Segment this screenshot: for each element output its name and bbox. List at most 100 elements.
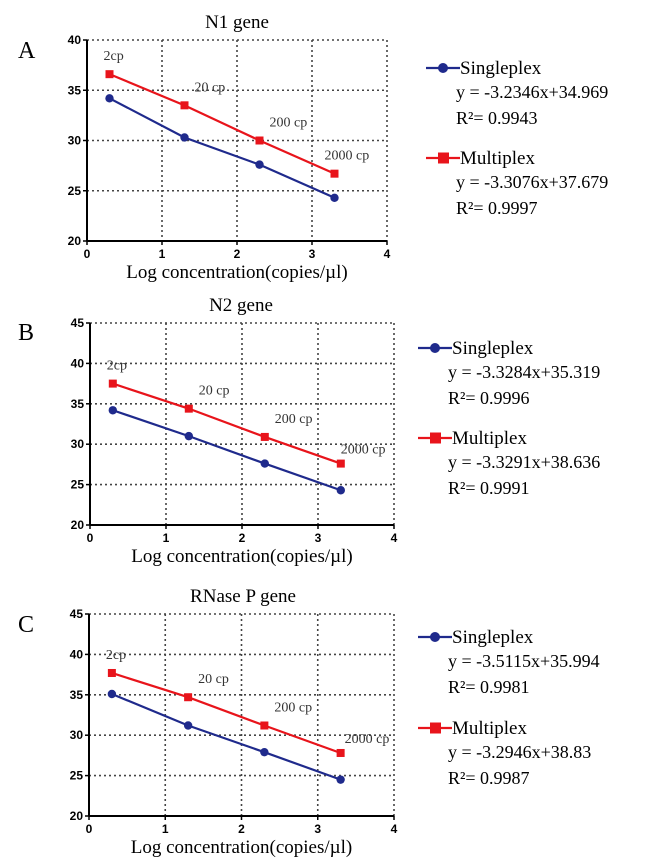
multiplex-point [260, 432, 269, 441]
legend-multiplex: Multiplex y = -3.3076x+37.679 R²= 0.9997 [426, 148, 608, 218]
singleplex-line [112, 409, 342, 492]
singleplex-point [260, 747, 269, 757]
y-tick-label: 45 [71, 316, 85, 330]
legend-swatch-marker [430, 722, 441, 734]
singleplex-point [255, 160, 264, 169]
legend-multiplex: Multiplex y = -3.2946x+38.83 R²= 0.9987 [418, 718, 591, 788]
multiplex-point [255, 136, 264, 145]
legend-swatch-marker [430, 432, 441, 444]
y-tick-label: 25 [70, 769, 84, 783]
multiplex-point [107, 668, 116, 677]
singleplex-point [184, 431, 193, 441]
x-tick-label: 1 [162, 822, 169, 836]
singleplex-point [336, 486, 345, 495]
panel-label: C [18, 612, 34, 638]
x-tick-label: 0 [84, 247, 91, 261]
x-tick-label: 0 [86, 822, 93, 836]
legend-multiplex: Multiplex y = -3.3291x+38.636 R²= 0.9991 [418, 428, 600, 498]
singleplex-line [108, 97, 335, 199]
x-tick-label: 3 [314, 822, 321, 836]
y-tick-label: 20 [70, 809, 84, 823]
x-tick-label: 3 [309, 247, 316, 261]
chart-title: N2 gene [209, 295, 273, 316]
legend-equation: y = -3.5115x+35.994 [448, 651, 600, 671]
singleplex-point [330, 193, 339, 202]
y-tick-label: 30 [70, 728, 84, 742]
singleplex-point [260, 459, 269, 468]
chart-panel-b: B N2 gene 0 1 2 3 4 20 25 30 35 40 45 Log concentrati… [18, 295, 600, 567]
point-label: 2cp [106, 648, 126, 663]
singleplex-point [180, 133, 189, 142]
point-label: 2cp [104, 49, 124, 64]
x-tick-label: 2 [239, 531, 246, 545]
legend-equation: y = -3.3284x+35.319 [448, 362, 600, 382]
legend-series-name: Singleplex [452, 627, 534, 648]
x-tick-label: 1 [163, 531, 170, 545]
x-tick-label: 1 [159, 247, 166, 261]
x-tick-label: 2 [234, 247, 241, 261]
x-tick-label: 4 [391, 531, 398, 545]
legend-series-name: Singleplex [452, 338, 534, 359]
legend-swatch-marker [430, 343, 440, 353]
multiplex-point [105, 70, 114, 79]
chart-panel-a: A N1 gene 0 1 2 3 4 20 25 30 35 40 Log concentration… [18, 12, 608, 283]
legend-equation: y = -3.3291x+38.636 [448, 452, 600, 472]
legend-r-squared: R²= 0.9987 [448, 768, 530, 788]
legend-series-name: Multiplex [452, 428, 527, 449]
x-tick-label: 0 [87, 531, 94, 545]
multiplex-line [111, 671, 341, 755]
y-tick-label: 30 [68, 134, 82, 148]
y-tick-label: 40 [71, 356, 85, 370]
y-tick-label: 35 [68, 83, 82, 97]
x-tick-label: 4 [391, 822, 398, 836]
x-tick-label: 2 [238, 822, 245, 836]
point-label: 20 cp [199, 384, 230, 399]
legend-r-squared: R²= 0.9997 [456, 198, 538, 218]
multiplex-point [336, 459, 345, 468]
legend-singleplex: Singleplex y = -3.5115x+35.994 R²= 0.9981 [418, 627, 600, 697]
x-axis-label: Log concentration(copies/µl) [131, 546, 352, 567]
legend-r-squared: R²= 0.9943 [456, 108, 538, 128]
y-tick-label: 30 [71, 437, 85, 451]
x-axis-label: Log concentration(copies/µl) [131, 837, 352, 858]
legend-r-squared: R²= 0.9991 [448, 478, 530, 498]
panel-label: A [18, 38, 36, 64]
multiplex-point [108, 379, 117, 388]
y-tick-label: 20 [68, 234, 82, 248]
legend-equation: y = -3.3076x+37.679 [456, 172, 608, 192]
legend-swatch-marker [438, 152, 449, 164]
legend-swatch-marker [430, 632, 440, 642]
singleplex-point [107, 689, 117, 699]
x-axis-label: Log concentration(copies/µl) [126, 262, 347, 283]
singleplex-point [336, 775, 345, 784]
legend-series-name: Multiplex [452, 718, 527, 739]
legend-swatch-marker [438, 63, 448, 73]
legend-r-squared: R²= 0.9981 [448, 677, 530, 697]
chart-title: RNase P gene [190, 586, 296, 607]
point-label: 20 cp [195, 80, 226, 95]
singleplex-point [183, 721, 193, 730]
point-label: 2cp [107, 359, 127, 374]
y-tick-label: 20 [71, 518, 85, 532]
chart-title: N1 gene [205, 12, 269, 33]
y-tick-label: 45 [70, 607, 84, 621]
y-tick-label: 40 [70, 647, 84, 661]
y-tick-label: 25 [68, 184, 82, 198]
x-tick-label: 3 [315, 531, 322, 545]
multiplex-point [260, 721, 269, 730]
y-tick-label: 35 [71, 397, 85, 411]
legend-singleplex: Singleplex y = -3.3284x+35.319 R²= 0.9996 [418, 338, 600, 408]
point-label: 200 cp [274, 701, 312, 716]
x-tick-label: 4 [384, 247, 391, 261]
legend-r-squared: R²= 0.9996 [448, 388, 530, 408]
y-tick-label: 25 [71, 478, 85, 492]
point-label: 20 cp [198, 672, 229, 687]
multiplex-point [180, 101, 189, 110]
multiplex-line [112, 382, 342, 465]
point-label: 200 cp [275, 412, 313, 427]
legend-series-name: Multiplex [460, 148, 535, 169]
y-tick-label: 40 [68, 33, 82, 47]
multiplex-point [330, 169, 339, 178]
chart-panel-c: C RNase P gene 0 1 2 3 4 20 25 30 35 40 45 Log concen… [18, 586, 600, 858]
